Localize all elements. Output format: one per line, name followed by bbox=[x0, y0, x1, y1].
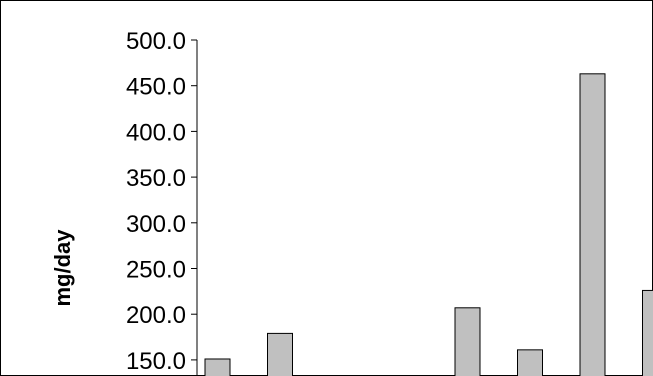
y-axis-ticks: 500.0 450.0 400.0 350.0 300.0 250.0 200.0 150.0 bbox=[126, 28, 197, 375]
bar bbox=[204, 358, 231, 376]
bar bbox=[642, 289, 653, 376]
y-tick-label: 500.0 bbox=[126, 28, 186, 55]
bar bbox=[454, 307, 481, 376]
bar bbox=[517, 349, 543, 376]
y-tick-label: 300.0 bbox=[126, 211, 186, 238]
y-tick-label: 250.0 bbox=[126, 257, 186, 284]
y-tick-label: 150.0 bbox=[126, 348, 186, 375]
y-tick-label: 400.0 bbox=[126, 119, 186, 146]
bar bbox=[579, 73, 606, 376]
y-tick-label: 350.0 bbox=[126, 165, 186, 192]
bar bbox=[267, 332, 293, 376]
y-tick-label: 200.0 bbox=[126, 302, 186, 329]
bar-series bbox=[204, 73, 653, 376]
y-tick-label: 450.0 bbox=[126, 74, 186, 101]
y-axis-label: mg/day bbox=[50, 229, 75, 307]
